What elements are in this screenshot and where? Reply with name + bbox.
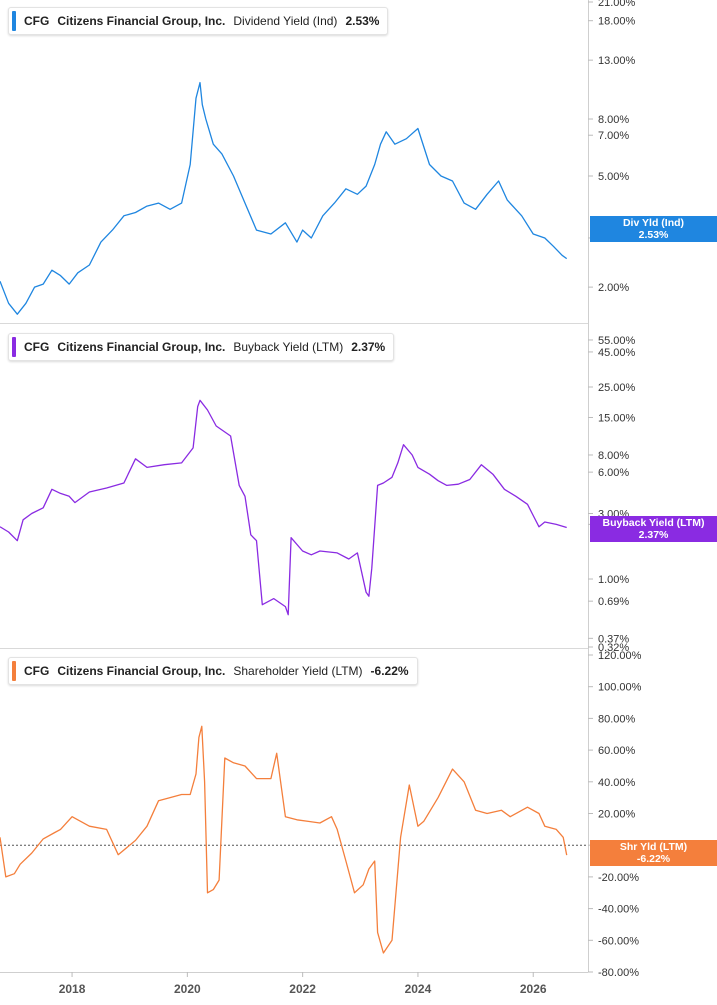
x-tick-label: 2018: [59, 982, 86, 996]
y-tick-label: 100.00%: [598, 682, 642, 694]
legend-color-swatch: [12, 337, 16, 357]
legend-buyback-yield: CFG Citizens Financial Group, Inc. Buyba…: [8, 333, 395, 361]
y-tick-label: 13.00%: [598, 55, 636, 67]
legend-ticker: CFG: [24, 14, 50, 28]
legend-metric: Dividend Yield (Ind): [233, 14, 338, 28]
y-tick-label: -20.00%: [598, 872, 639, 884]
y-tick-label: 5.00%: [598, 171, 629, 183]
y-tick-label: 25.00%: [598, 382, 636, 394]
series-line: [0, 81, 568, 315]
y-tick-label: 40.00%: [598, 777, 636, 789]
y-tick-label: 45.00%: [598, 347, 636, 359]
legend-ticker: CFG: [24, 664, 50, 678]
y-tick-label: 0.32%: [598, 642, 629, 654]
y-tick-label: 21.00%: [598, 0, 636, 9]
legend-shareholder-yield: CFG Citizens Financial Group, Inc. Share…: [8, 657, 418, 685]
y-tick-label: 18.00%: [598, 16, 636, 28]
legend-color-swatch: [12, 661, 16, 681]
tag-label: Buyback Yield (LTM): [602, 517, 705, 529]
y-tick-label: 6.00%: [598, 467, 629, 479]
legend-value: -6.22%: [370, 664, 409, 678]
legend-metric: Shareholder Yield (LTM): [233, 664, 363, 678]
y-tick-label: 15.00%: [598, 412, 636, 424]
x-tick-label: 2020: [174, 982, 201, 996]
last-value-tag-buyback: Buyback Yield (LTM) 2.37%: [590, 516, 717, 542]
legend-dividend-yield: CFG Citizens Financial Group, Inc. Divid…: [8, 7, 389, 35]
legend-color-swatch: [12, 11, 16, 31]
y-tick-label: 1.00%: [598, 574, 629, 586]
last-value-tag-shareholder: Shr Yld (LTM) -6.22%: [590, 840, 717, 866]
y-tick-label: 55.00%: [598, 335, 636, 347]
legend-value: 2.37%: [351, 340, 386, 354]
tag-label: Div Yld (Ind): [622, 217, 685, 229]
y-tick-label: 0.69%: [598, 596, 629, 608]
y-tick-label: 120.00%: [598, 650, 642, 662]
legend-ticker: CFG: [24, 340, 50, 354]
x-tick-label: 2024: [405, 982, 432, 996]
y-tick-label: 2.00%: [598, 282, 629, 294]
tag-value: 2.53%: [638, 229, 669, 241]
y-tick-label: 7.00%: [598, 130, 629, 142]
y-tick-label: -60.00%: [598, 935, 639, 947]
series-line: [0, 399, 567, 616]
y-tick-label: 8.00%: [598, 114, 629, 126]
last-value-tag-dividend: Div Yld (Ind) 2.53%: [590, 216, 717, 242]
x-tick-label: 2026: [520, 982, 547, 996]
y-tick-label: 80.00%: [598, 713, 636, 725]
y-tick-label: 8.00%: [598, 450, 629, 462]
legend-company: Citizens Financial Group, Inc.: [57, 14, 226, 28]
y-tick-label: -80.00%: [598, 967, 639, 979]
tag-label: Shr Yld (LTM): [619, 841, 688, 853]
y-tick-label: -40.00%: [598, 904, 639, 916]
x-tick-label: 2022: [289, 982, 316, 996]
legend-company: Citizens Financial Group, Inc.: [57, 340, 226, 354]
tag-value: 2.37%: [638, 529, 669, 541]
legend-company: Citizens Financial Group, Inc.: [57, 664, 226, 678]
legend-metric: Buyback Yield (LTM): [233, 340, 344, 354]
series-line: [0, 725, 568, 954]
tag-value: -6.22%: [636, 853, 671, 865]
y-tick-label: 60.00%: [598, 745, 636, 757]
legend-value: 2.53%: [345, 14, 380, 28]
y-tick-label: 20.00%: [598, 809, 636, 821]
y-tick-label: 0.37%: [598, 633, 629, 645]
